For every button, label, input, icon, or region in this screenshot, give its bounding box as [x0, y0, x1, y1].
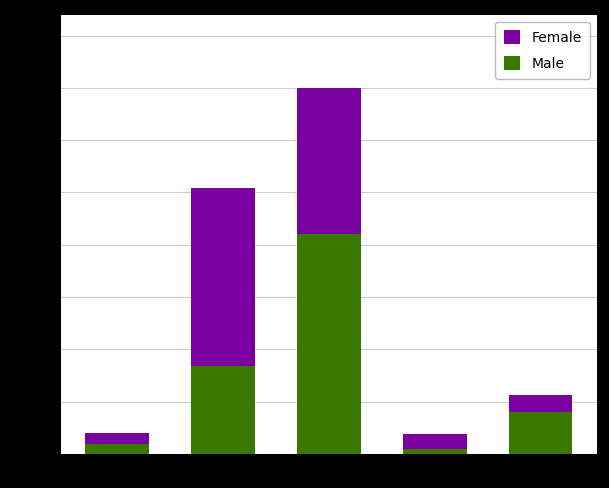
Bar [509, 395, 572, 412]
Bar [85, 445, 149, 454]
Bar [509, 412, 572, 454]
Bar [85, 433, 149, 445]
Bar [191, 188, 255, 366]
Bar [403, 448, 466, 454]
Bar [191, 366, 255, 454]
Bar [297, 88, 361, 234]
Bar [403, 434, 466, 448]
Legend: Female, Male: Female, Male [495, 21, 590, 79]
Bar [297, 234, 361, 454]
